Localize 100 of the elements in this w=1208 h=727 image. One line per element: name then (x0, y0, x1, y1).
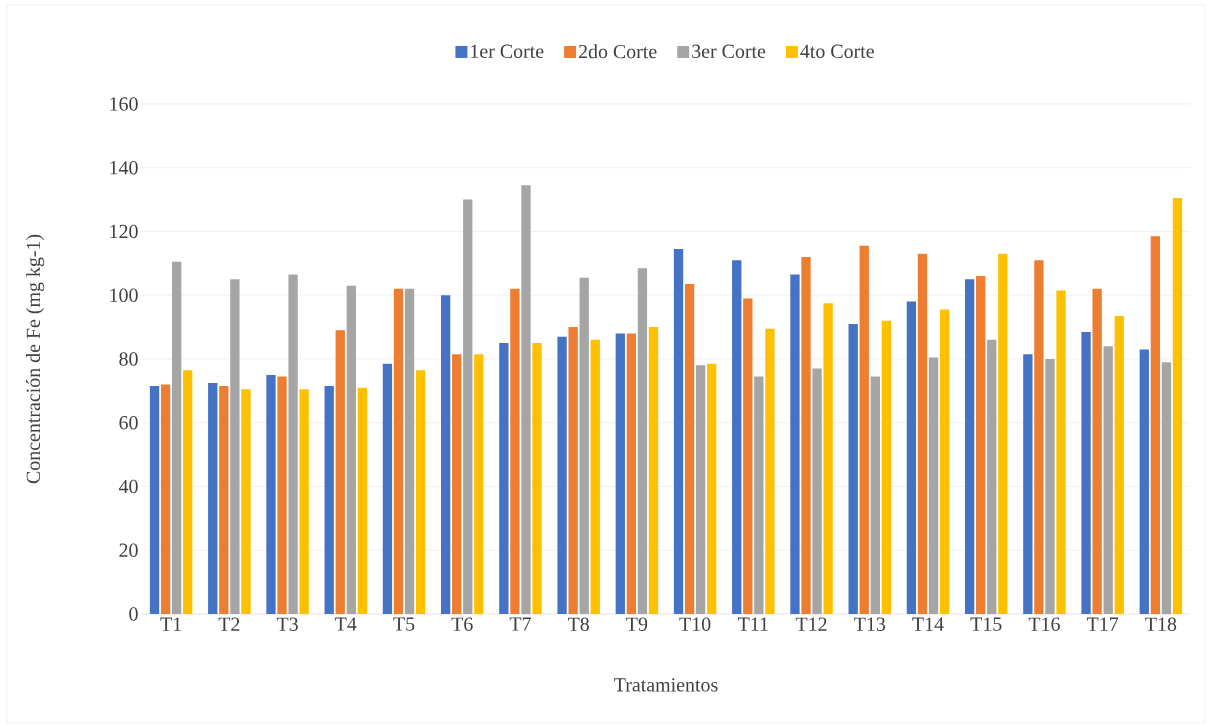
bar (1081, 331, 1091, 614)
bar (288, 274, 298, 614)
bar (1150, 236, 1161, 614)
bar (976, 276, 986, 614)
y-tick-label: 0 (129, 607, 138, 621)
bar (160, 384, 171, 614)
bar (230, 279, 240, 614)
bar (1139, 349, 1149, 614)
bar (615, 333, 625, 614)
legend-label: 1er Corte (471, 44, 544, 58)
bar (171, 261, 182, 614)
bar (964, 279, 975, 614)
x-tick-label: T3 (276, 617, 298, 631)
bar (626, 333, 637, 614)
bar (754, 376, 764, 614)
y-axis-title: Concentración de Fe (mg kg-1) (26, 234, 45, 484)
x-tick-label: T7 (509, 617, 531, 631)
y-tick-label: 40 (118, 479, 138, 494)
y-tick-label: 20 (119, 543, 138, 557)
bar (393, 288, 404, 614)
bar (241, 389, 251, 614)
bar (1023, 354, 1033, 614)
bar (743, 298, 753, 614)
bar (183, 370, 193, 614)
bar (1172, 198, 1183, 614)
bar (648, 327, 659, 614)
bar (357, 387, 368, 614)
x-tick-label: T13 (854, 617, 886, 631)
bar (848, 323, 858, 614)
x-tick-label: T12 (795, 617, 827, 631)
bar (149, 386, 160, 614)
bar (463, 199, 473, 614)
x-axis-title: Tratamientos (614, 678, 718, 692)
bar (590, 339, 600, 614)
bar (732, 260, 742, 614)
bar (939, 309, 950, 614)
x-tick-label: T18 (1145, 617, 1177, 631)
y-tick-label: 120 (110, 224, 138, 239)
bar (404, 288, 415, 614)
bar (1092, 288, 1102, 614)
bar (335, 330, 345, 614)
bar (415, 370, 426, 614)
bar (208, 382, 218, 614)
bar (823, 303, 833, 614)
bar (673, 249, 684, 614)
x-tick-label: T16 (1028, 617, 1060, 631)
bar (277, 376, 287, 614)
bar (637, 268, 648, 614)
x-tick-label: T2 (218, 617, 240, 631)
bar (557, 336, 567, 614)
x-tick-label: T15 (970, 617, 1002, 631)
x-tick-label: T4 (335, 617, 357, 631)
legend-label: 4to Corte (800, 44, 874, 58)
bar (987, 339, 997, 614)
bar (881, 320, 892, 614)
bar (499, 343, 509, 614)
y-tick-label: 80 (119, 352, 138, 366)
bar (579, 277, 589, 614)
bar (765, 328, 775, 614)
y-tick-label: 60 (119, 416, 138, 430)
bar (906, 301, 917, 614)
bar (801, 256, 811, 614)
bar (568, 327, 578, 614)
bar (346, 285, 356, 614)
bar (474, 354, 484, 614)
bar (684, 284, 695, 614)
bar (440, 295, 451, 614)
x-tick-label: T6 (451, 617, 473, 631)
bar (790, 274, 800, 614)
bar (812, 368, 822, 614)
bar (452, 354, 462, 614)
bar (928, 357, 939, 614)
x-tick-label: T10 (679, 617, 711, 631)
bar (219, 386, 229, 614)
y-tick-label: 160 (110, 97, 138, 111)
bar (695, 365, 706, 614)
x-tick-label: T5 (393, 617, 415, 631)
bar (1103, 346, 1113, 614)
legend-label: 3er Corte (692, 44, 766, 58)
bar (917, 253, 928, 614)
bar (1161, 362, 1172, 614)
bar (382, 363, 393, 614)
bar (324, 386, 334, 614)
x-tick-label: T8 (567, 617, 589, 631)
bar (870, 376, 880, 614)
bar (521, 185, 531, 614)
bar (707, 363, 717, 614)
bar (510, 288, 520, 614)
bar (532, 343, 542, 614)
x-tick-label: T9 (626, 617, 648, 631)
bar (1056, 290, 1066, 614)
bar (1034, 260, 1044, 614)
bar (859, 245, 869, 614)
bar (1114, 315, 1124, 614)
y-tick-label: 140 (110, 161, 138, 175)
bar (266, 374, 276, 614)
x-tick-label: T11 (738, 617, 768, 631)
y-tick-label: 100 (110, 288, 138, 302)
legend-label: 2do Corte (578, 44, 657, 59)
bar (998, 253, 1008, 614)
